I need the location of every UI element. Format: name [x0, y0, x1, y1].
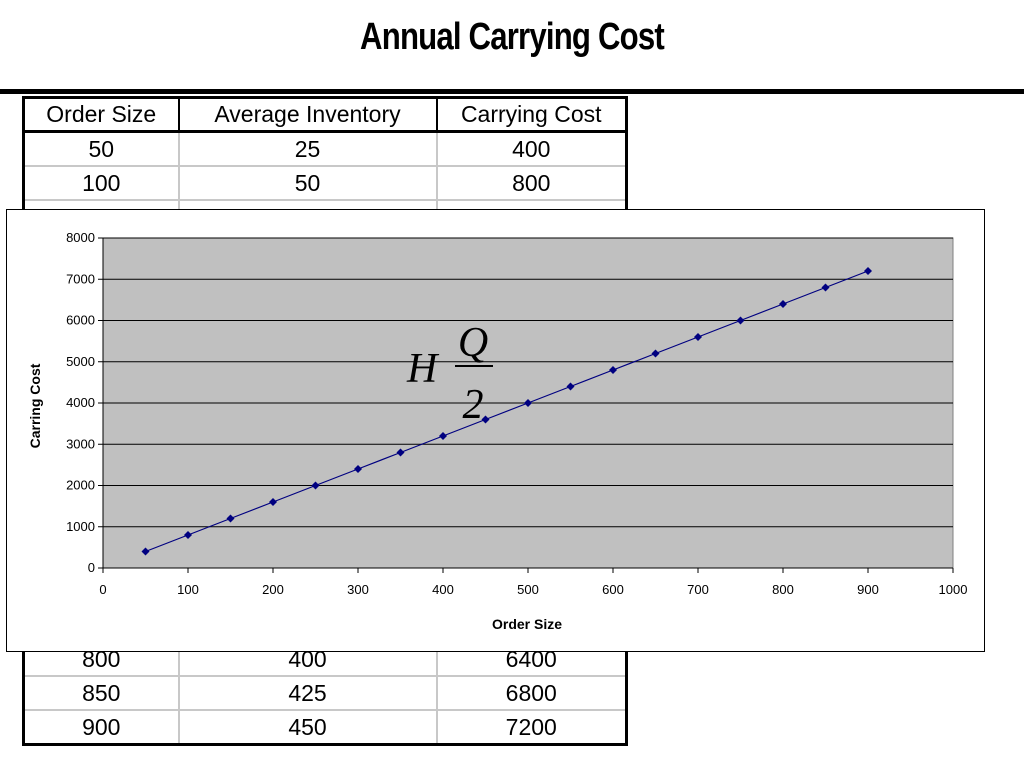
y-tick-label: 1000 [66, 519, 95, 534]
data-point-marker [566, 382, 575, 391]
y-axis-title: Carring Cost [27, 363, 43, 448]
data-point-marker [736, 316, 745, 325]
x-tick-label: 1000 [939, 582, 968, 597]
data-point-marker [226, 514, 235, 523]
page-title: Annual Carrying Cost [360, 16, 665, 58]
table-row: 50 25 400 [23, 131, 627, 167]
cell-order-size: 850 [23, 676, 180, 711]
table-row: 100 50 800 [23, 166, 627, 201]
x-tick-label: 400 [432, 582, 454, 597]
data-point-marker [779, 300, 787, 308]
formula-numerator: Q [458, 320, 488, 366]
data-point-marker [694, 333, 702, 341]
data-point-marker [184, 531, 192, 539]
data-point-marker [821, 283, 830, 292]
x-tick-label: 900 [857, 582, 879, 597]
chart-panel: 0 1000 2000 3000 4000 5000 6000 7000 8000 0 100 200… [6, 209, 985, 652]
y-tick-label: 8000 [66, 230, 95, 245]
column-header-order-size: Order Size [23, 97, 180, 133]
x-tick-label: 600 [602, 582, 624, 597]
table-row: 850 425 6800 [23, 676, 627, 711]
cell-average-inventory: 25 [178, 131, 438, 167]
data-point-marker [269, 498, 277, 506]
data-point-marker [439, 432, 447, 440]
data-point-marker [651, 349, 660, 358]
data-point-marker [396, 448, 405, 457]
data-point-marker [311, 481, 320, 490]
x-tick-label: 700 [687, 582, 709, 597]
cell-carrying-cost: 7200 [505, 713, 557, 740]
x-tick-label: 200 [262, 582, 284, 597]
table-header-row: Order Size Average Inventory Carrying Co… [23, 97, 627, 133]
x-tick-label: 300 [347, 582, 369, 597]
y-tick-label: 6000 [66, 313, 95, 328]
x-tick-label: 100 [177, 582, 199, 597]
data-point-marker [354, 465, 362, 473]
data-point-marker [481, 415, 490, 424]
cell-carrying-cost: 800 [436, 166, 627, 201]
cell-average-inventory: 425 [178, 676, 438, 711]
data-point-marker [141, 547, 150, 556]
column-header-average-inventory: Average Inventory [178, 97, 438, 133]
x-tick-label: 0 [99, 582, 106, 597]
y-tick-label: 7000 [66, 271, 95, 286]
formula-denominator: 2 [463, 382, 484, 428]
column-header-carrying-cost: Carrying Cost [436, 97, 627, 133]
line-chart: 0 1000 2000 3000 4000 5000 6000 7000 8000 0 100 200… [27, 230, 968, 632]
cell-carrying-cost: 400 [436, 131, 627, 167]
data-point-marker [524, 399, 532, 407]
cell-order-size: 100 [23, 166, 180, 201]
series-line [145, 270, 869, 553]
formula-h: H [406, 346, 440, 392]
cell-carrying-cost: 6800 [436, 676, 627, 711]
title-divider [0, 89, 1024, 94]
x-tick-label: 800 [772, 582, 794, 597]
cell-average-inventory: 450 [178, 710, 438, 745]
cell-order-size: 50 [23, 131, 180, 167]
formula-annotation: H Q 2 [406, 320, 493, 428]
cell-average-inventory: 50 [178, 166, 438, 201]
cell-order-size: 900 [23, 710, 180, 745]
data-point-marker [864, 267, 872, 275]
y-tick-label: 5000 [66, 354, 95, 369]
y-tick-label: 0 [88, 560, 95, 575]
y-tick-label: 4000 [66, 395, 95, 410]
table-row: 900 450 7200 [23, 710, 627, 745]
y-tick-label: 3000 [66, 436, 95, 451]
x-axis-title: Order Size [492, 616, 562, 632]
data-point-marker [609, 366, 617, 374]
x-tick-label: 500 [517, 582, 539, 597]
y-tick-label: 2000 [66, 478, 95, 493]
